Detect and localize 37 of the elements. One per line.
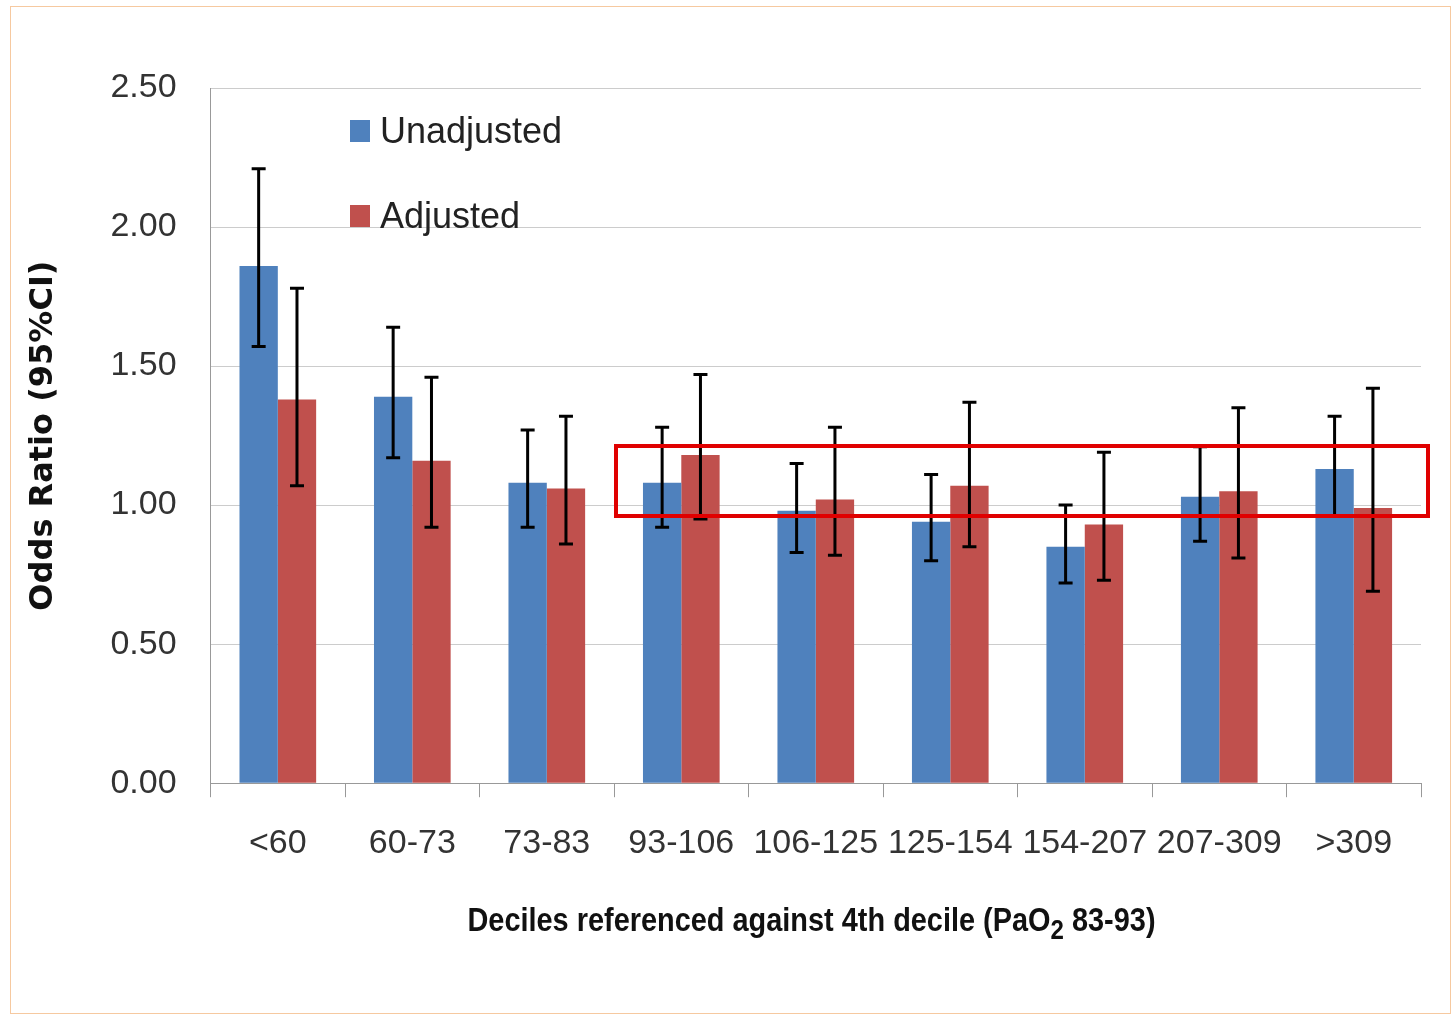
bar (239, 265, 278, 783)
bar (642, 482, 682, 783)
x-axis-title: Deciles referenced against 4th decile (PaO$_{2}$ 83-93) (466, 900, 1157, 946)
bar (815, 499, 855, 783)
bar (911, 521, 951, 783)
bar (1315, 468, 1354, 783)
y-tick-label: 2.50 (110, 66, 177, 105)
x-tick-label: 125-154 (887, 821, 1013, 860)
x-tick-label: <60 (248, 821, 307, 860)
bar (412, 460, 451, 783)
bar (546, 488, 586, 783)
bar (277, 399, 317, 783)
x-tick-label: 207-309 (1156, 821, 1282, 860)
bar (1219, 491, 1258, 783)
bar (1084, 524, 1124, 783)
bar (777, 510, 816, 783)
bar (1353, 507, 1393, 783)
x-tick-label: >309 (1315, 821, 1393, 860)
x-tick-label: 93-106 (628, 821, 735, 860)
legend-label: Adjusted (380, 195, 521, 237)
y-axis-title: Odds Ratio (95%CI) (21, 260, 60, 611)
bar (508, 482, 547, 783)
y-tick-label: 0.00 (110, 761, 177, 800)
bar (1180, 496, 1220, 783)
y-tick-label: 1.00 (110, 483, 177, 522)
x-tick-label: 106-125 (753, 821, 879, 860)
bar (1046, 546, 1085, 783)
bar (681, 455, 720, 783)
bar (373, 396, 413, 783)
legend-label: Unadjusted (380, 110, 563, 152)
bar (950, 485, 989, 783)
y-tick-label: 2.00 (110, 205, 177, 244)
x-tick-label: 154-207 (1022, 821, 1148, 860)
y-tick-label: 0.50 (110, 622, 177, 661)
y-tick-label: 1.50 (110, 344, 177, 383)
x-tick-label: 60-73 (368, 821, 456, 860)
x-tick-label: 73-83 (503, 821, 591, 860)
